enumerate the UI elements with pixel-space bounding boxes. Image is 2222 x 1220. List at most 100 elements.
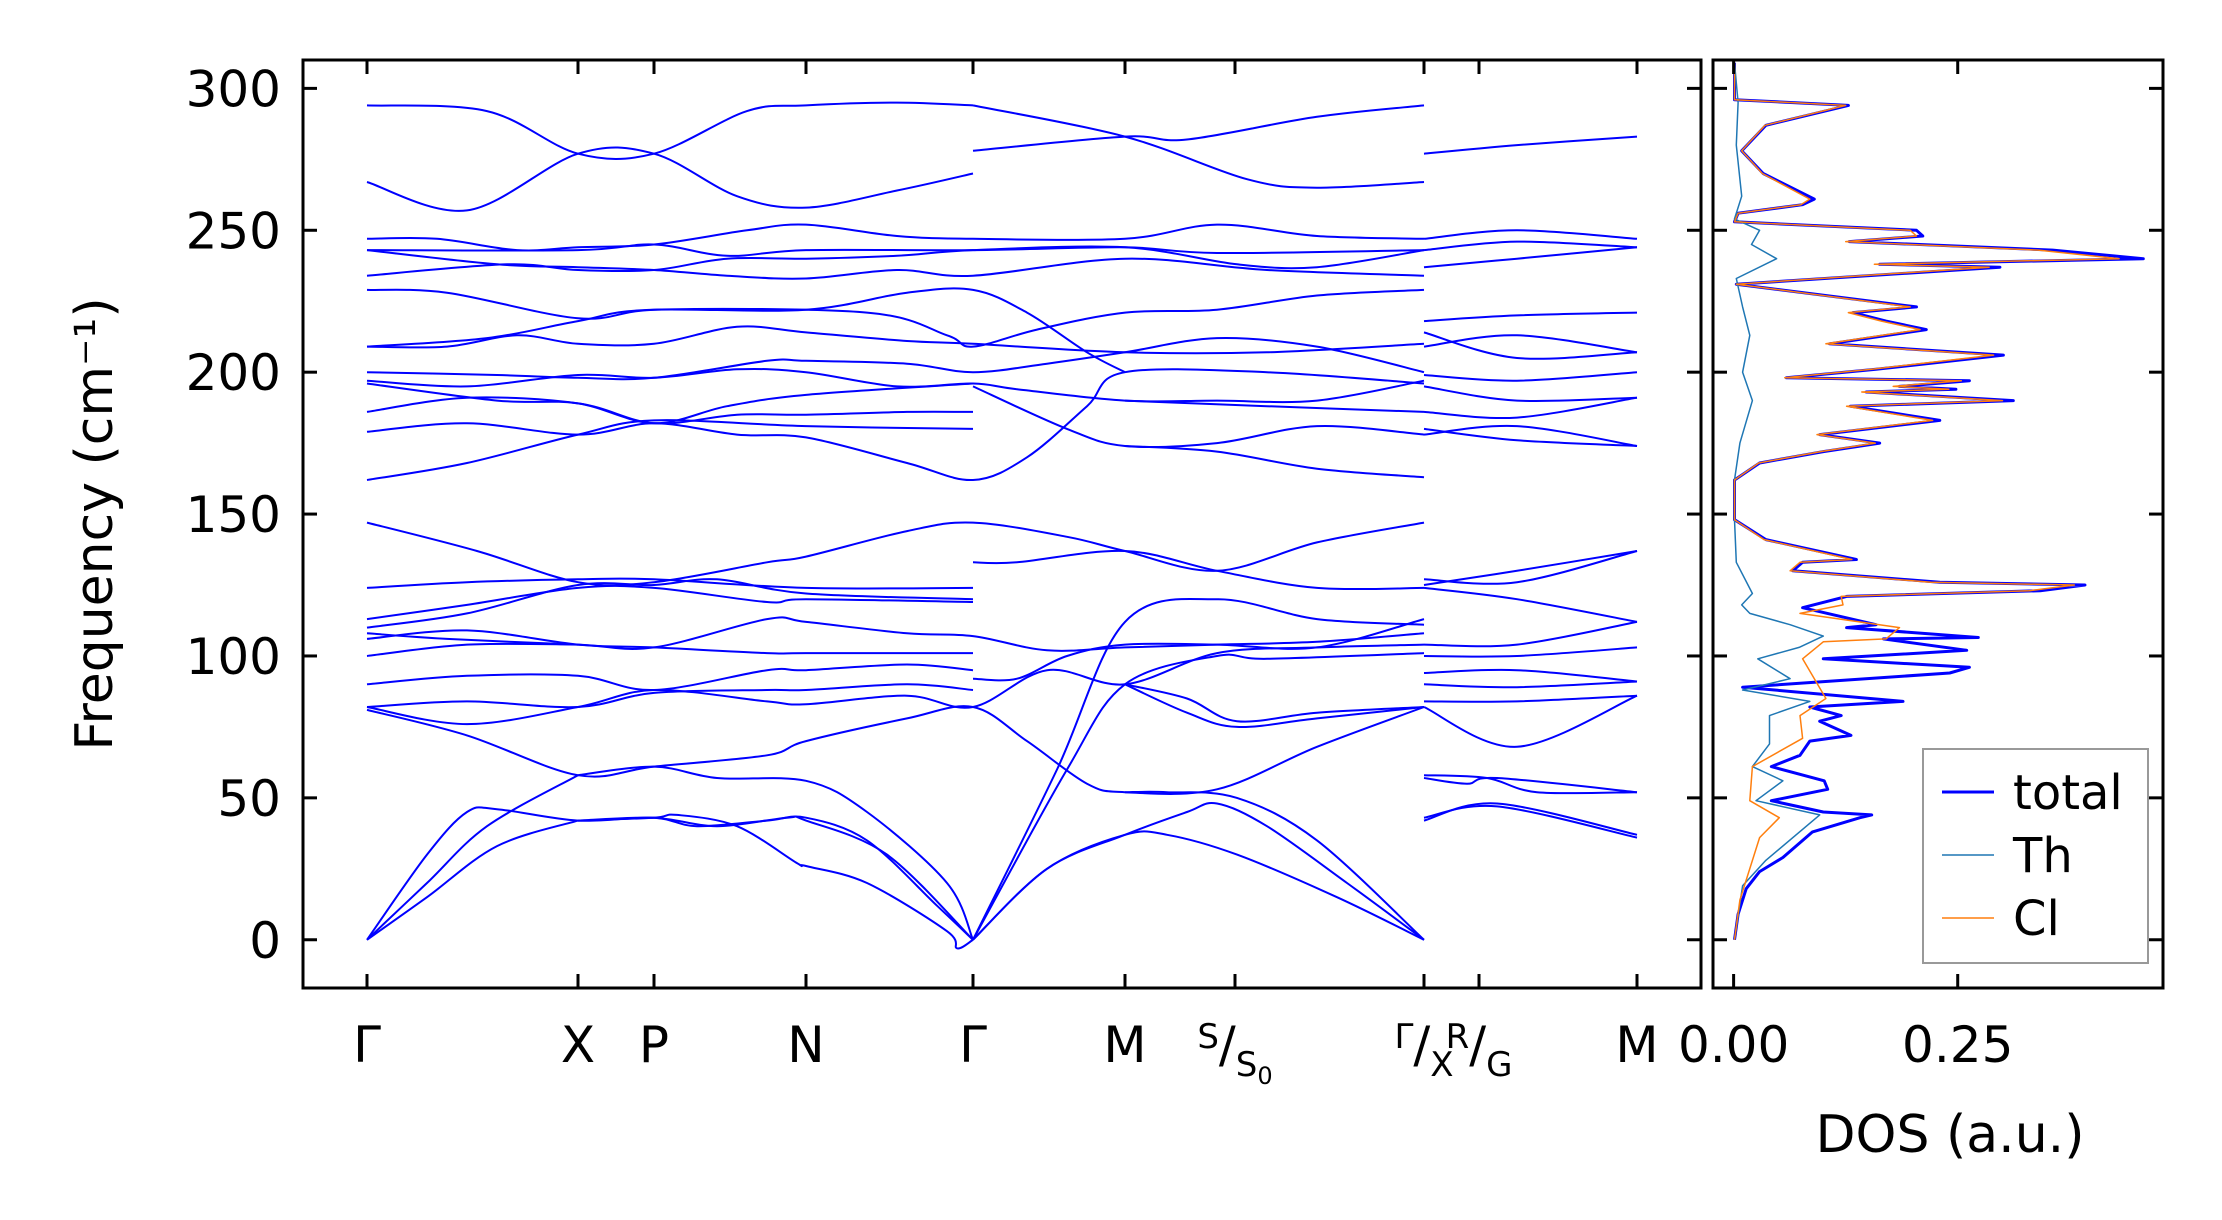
- band-line: [366, 287, 1126, 374]
- legend-label-th: Th: [2012, 828, 2073, 884]
- k-point-label: P: [639, 1016, 669, 1074]
- k-point-label: S/S0: [1197, 1016, 1272, 1090]
- band-line: [366, 642, 579, 657]
- y-tick-label: 0: [249, 912, 281, 970]
- band-line: [1423, 680, 1638, 689]
- band-line: [366, 245, 1425, 277]
- k-point-label: M: [1103, 1016, 1146, 1074]
- band-line: [366, 643, 1425, 726]
- band-line: [366, 774, 579, 941]
- legend-label-cl: Cl: [2013, 891, 2060, 947]
- band-line: [366, 683, 974, 709]
- band-line: [972, 830, 1425, 941]
- band-line: [1124, 445, 1425, 479]
- k-point-label: Γ: [959, 1016, 987, 1074]
- band-line: [366, 584, 974, 621]
- legend-label-total: total: [2013, 765, 2123, 821]
- band-line: [366, 146, 974, 212]
- band-line: [366, 368, 1425, 482]
- band-line: [1423, 774, 1638, 795]
- band-line: [1423, 694, 1638, 703]
- k-point-label: Γ: [353, 1016, 381, 1074]
- k-label-top: Γ: [1394, 1017, 1413, 1057]
- band-line: [1423, 620, 1638, 648]
- k-label-bottom: S: [1236, 1045, 1258, 1085]
- band-line: [366, 223, 1425, 252]
- dos-line-cl: [1733, 62, 2120, 940]
- band-line: [366, 578, 974, 629]
- dos-x-tick-label: 0.25: [1902, 1016, 2013, 1074]
- y-tick-label: 50: [217, 770, 281, 828]
- band-line: [972, 549, 1425, 591]
- band-line: [366, 663, 974, 692]
- k-label-slash: /: [1413, 1016, 1430, 1074]
- band-line: [366, 336, 1425, 381]
- dos-plot: 0.00 0.25 total Th Cl: [1678, 58, 2165, 1074]
- y-tick-label: 200: [186, 344, 281, 402]
- k-label-subscript: 0: [1257, 1062, 1272, 1090]
- y-axis-label: Frequency (cm⁻¹): [65, 297, 125, 750]
- y-tick-label: 300: [186, 60, 281, 118]
- band-line: [366, 819, 579, 941]
- legend: total Th Cl: [1922, 748, 2149, 964]
- band-line: [1423, 586, 1638, 623]
- band-line: [577, 813, 974, 950]
- band-line: [972, 652, 1425, 941]
- band-line: [366, 616, 1425, 652]
- k-label-bottom: G: [1486, 1045, 1512, 1085]
- k-point-label: Γ/X: [1394, 1016, 1453, 1085]
- band-plot-frame: [301, 58, 1703, 990]
- band-line: [366, 577, 974, 590]
- y-tick-label: 100: [186, 628, 281, 686]
- band-line: [1423, 331, 1638, 360]
- k-point-label: X: [561, 1016, 595, 1074]
- dos-x-tick-label: 0.00: [1678, 1016, 1789, 1074]
- band-line: [972, 597, 1425, 941]
- dos-series: [1733, 62, 2145, 941]
- legend-box: [1922, 748, 2149, 964]
- band-line: [1423, 668, 1638, 683]
- y-tick-label: 150: [186, 486, 281, 544]
- dos-axis-label: DOS (a.u.): [1816, 1105, 2085, 1165]
- band-line: [1423, 334, 1638, 354]
- band-line: [1423, 550, 1638, 586]
- band-line: [972, 385, 1425, 449]
- band-line: [366, 288, 1425, 348]
- dos-plot-frame: [1711, 58, 2165, 990]
- dos-line-th: [1733, 62, 1825, 940]
- band-line: [1423, 135, 1638, 155]
- band-line: [1423, 311, 1638, 323]
- k-point-label: N: [787, 1016, 824, 1074]
- band-line: [1423, 396, 1638, 420]
- band-line: [1423, 240, 1638, 252]
- k-label-slash: /: [1219, 1016, 1236, 1074]
- band-line: [366, 521, 1425, 587]
- k-point-label: R/G: [1446, 1016, 1513, 1085]
- bands: [366, 101, 1638, 950]
- y-tick-label: 250: [186, 202, 281, 260]
- band-line: [1423, 804, 1638, 839]
- band-line: [366, 367, 1425, 404]
- band-line: [972, 104, 1425, 152]
- k-label-top: R: [1446, 1017, 1470, 1057]
- band-line: [1423, 427, 1638, 447]
- band-line: [972, 104, 1425, 189]
- k-label-bottom: X: [1430, 1045, 1453, 1085]
- band-line: [366, 325, 1425, 355]
- band-line: [366, 243, 1425, 257]
- band-line: [1423, 385, 1638, 403]
- band-line: [1423, 776, 1638, 794]
- band-line: [1423, 646, 1638, 658]
- band-line: [366, 382, 974, 425]
- band-line: [1124, 399, 1425, 413]
- k-point-label: M: [1615, 1016, 1658, 1074]
- band-line: [366, 419, 974, 481]
- band-line: [972, 618, 1425, 682]
- band-line: [1423, 424, 1638, 447]
- band-line: [1124, 683, 1425, 728]
- band-line: [1423, 694, 1638, 748]
- band-line: [366, 249, 1425, 280]
- band-line: [1423, 371, 1638, 382]
